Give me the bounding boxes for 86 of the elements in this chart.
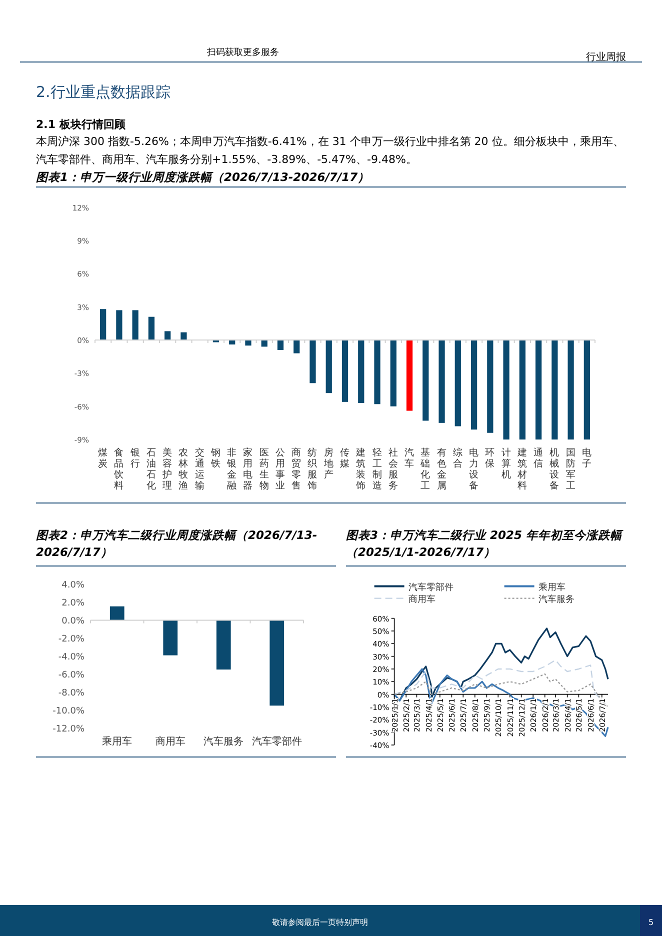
- bar: [310, 340, 316, 384]
- x-tick-label: 商贸零售: [292, 446, 302, 492]
- x-tick-label: 国防军工: [566, 448, 576, 492]
- x-tick-label: 汽车: [404, 446, 415, 470]
- x-tick-label: 机械设备: [550, 446, 560, 492]
- x-tick-label: 基础化工: [420, 446, 431, 492]
- x-tick-label: 建筑装饰: [355, 446, 366, 492]
- text: 扫码获取更多服务: [207, 46, 279, 60]
- bar: [100, 309, 106, 340]
- bar: [519, 340, 526, 440]
- bar: [438, 340, 445, 423]
- x-tick-label: 非银金融: [226, 446, 238, 492]
- bar: [132, 310, 138, 340]
- y-tick-label: 0.0%: [62, 616, 85, 626]
- legend-label: 乘用车: [538, 582, 566, 593]
- text: 本周沪深 300 指数-5.26%；本周申万汽车指数-6.41%，在 31 个申万一级行业中排名第 20 位。细分板块中，乘用车、汽车零部件、商用车、汽车服务分别+1.55%、-3.89%、-5.47%、-9.48%。: [36, 134, 625, 168]
- bar: [584, 340, 590, 440]
- y-tick-label: -8.0%: [58, 688, 85, 698]
- x-tick-label: 商用车: [155, 735, 186, 748]
- bar: [552, 340, 558, 440]
- text: 行业周报: [586, 50, 626, 65]
- legend-label: 汽车服务: [538, 594, 574, 605]
- bar: [422, 340, 429, 421]
- bar: [503, 340, 510, 440]
- bar: [374, 340, 380, 404]
- x-tick-label: 电力设备: [469, 446, 480, 492]
- line-series: [394, 668, 609, 737]
- x-tick-label: 煤炭: [98, 446, 108, 470]
- bar: [390, 340, 396, 406]
- x-tick-label: 公用事业: [275, 446, 286, 492]
- x-tick-label: 家用电器: [243, 446, 254, 492]
- bar: [406, 340, 413, 411]
- bar: [326, 340, 332, 394]
- bar: [487, 340, 494, 433]
- x-tick-label: 钢铁: [210, 448, 221, 470]
- text: 5: [647, 917, 655, 929]
- x-tick-label: 食品饮料: [113, 446, 124, 492]
- x-tick-label: 环保: [485, 448, 496, 470]
- y-tick-label: -12.0%: [52, 724, 85, 734]
- x-tick-label: 传媒: [340, 448, 350, 470]
- x-tick-label: 电子: [582, 446, 592, 470]
- bar: [470, 340, 478, 430]
- y-tick-label: -2.0%: [58, 634, 85, 644]
- bar: [454, 340, 461, 426]
- bar: [535, 340, 542, 440]
- x-tick-label: 美容护理: [162, 446, 173, 492]
- x-tick-label: 纺织服饰: [306, 446, 318, 492]
- y-tick-label: 4.0%: [62, 580, 85, 590]
- x-tick-label: 乘用车: [102, 735, 132, 748]
- bar: [164, 331, 171, 340]
- bar: [294, 340, 300, 354]
- text: 2.1 板块行情回顾: [36, 117, 126, 133]
- bar: [148, 316, 155, 340]
- x-tick-label: 石油石化: [146, 448, 156, 492]
- x-tick-label: 房地产: [322, 446, 334, 480]
- y-tick-label: 2.0%: [62, 598, 85, 608]
- x-tick-label: 社会服务: [388, 446, 398, 492]
- bar: [116, 310, 122, 340]
- x-tick-label: 综合: [452, 446, 463, 470]
- bar: [568, 340, 574, 440]
- x-tick-label: 轻工制造: [372, 446, 382, 492]
- chart-title: 图表2：申万汽车二级行业周度涨跌幅（2026/7/13-2026/7/17）: [36, 527, 318, 561]
- x-tick-label: 农林牧渔: [178, 448, 189, 492]
- chart-title: 图表1：申万一级行业周度涨跌幅（2026/7/13-2026/7/17）: [36, 169, 371, 186]
- y-tick-label: -10.0%: [52, 706, 85, 716]
- x-tick-label: 汽车服务: [204, 735, 244, 748]
- x-tick-label: 交通运输: [194, 446, 205, 492]
- bar: [342, 340, 348, 402]
- x-tick-label: 有色金属: [436, 446, 447, 492]
- y-tick-label: -6.0%: [58, 670, 85, 680]
- x-tick-label: 建筑材料: [516, 446, 528, 492]
- text: 敬请参阅最后一页特别声明: [271, 917, 369, 929]
- y-tick-label: -4.0%: [58, 652, 85, 662]
- legend-label: 商用车: [408, 594, 436, 605]
- x-tick-label: 汽车零部件: [252, 735, 302, 748]
- x-tick-label: 医药生物: [259, 448, 270, 492]
- text: 2.行业重点数据跟踪: [36, 83, 170, 101]
- bar: [358, 340, 364, 404]
- x-tick-label: 银行: [129, 448, 140, 470]
- bar: [277, 340, 284, 350]
- x-tick-label: 计算机: [501, 446, 512, 480]
- x-tick-label: 通信: [534, 446, 544, 470]
- bar: [180, 332, 187, 340]
- chart-title: 图表3：申万汽车二级行业 2025 年年初至今涨跌幅（2025/1/1-2026/7/17）: [346, 527, 624, 561]
- bar: [245, 340, 252, 346]
- legend-label: 汽车零部件: [408, 582, 454, 593]
